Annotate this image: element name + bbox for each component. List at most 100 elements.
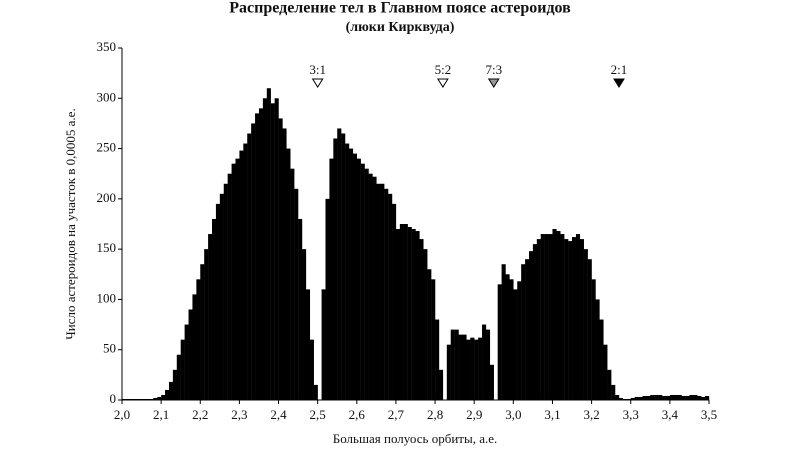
bar <box>669 394 674 400</box>
bar <box>572 237 577 400</box>
bar <box>411 229 416 400</box>
bar <box>258 108 264 400</box>
x-tick-label: 2,9 <box>466 407 482 422</box>
bar <box>239 150 244 400</box>
bar <box>255 113 260 400</box>
bar <box>599 319 604 400</box>
bar <box>681 395 686 400</box>
bar <box>231 163 236 400</box>
bar <box>157 396 162 400</box>
bar <box>372 176 377 400</box>
bar <box>192 294 197 400</box>
bar <box>575 234 581 400</box>
x-tick-label: 2,7 <box>388 407 405 422</box>
bar <box>380 183 385 400</box>
bar <box>204 249 209 400</box>
bar <box>446 344 451 400</box>
bar <box>697 395 702 400</box>
bar <box>407 227 412 400</box>
bar <box>466 339 471 400</box>
bar <box>215 203 221 400</box>
bar <box>595 299 600 400</box>
bar <box>544 234 549 400</box>
bar <box>462 334 467 400</box>
bar <box>188 309 193 400</box>
bar <box>607 369 612 400</box>
x-tick-label: 2,2 <box>192 407 208 422</box>
bar <box>337 128 342 400</box>
bar <box>505 274 510 400</box>
bar <box>415 231 420 400</box>
bar <box>395 229 401 400</box>
bar <box>251 123 256 400</box>
bar <box>247 133 252 400</box>
resonance-marker <box>613 78 625 88</box>
bar <box>125 398 131 400</box>
bar <box>665 395 671 400</box>
bar <box>650 394 655 400</box>
bar <box>474 339 479 400</box>
bar <box>235 158 240 400</box>
chart-title: Распределение тел в Главном поясе астеро… <box>229 0 571 17</box>
bar <box>227 173 232 400</box>
bar <box>689 394 694 400</box>
bar <box>341 133 346 400</box>
bar <box>513 289 518 400</box>
bar <box>626 398 631 400</box>
bar <box>454 329 459 400</box>
resonance-marker <box>436 78 449 88</box>
y-tick-label: 350 <box>97 39 117 54</box>
bar <box>137 398 142 400</box>
bar <box>419 239 424 400</box>
x-tick-label: 2,0 <box>114 407 130 422</box>
x-tick-label: 3,2 <box>583 407 599 422</box>
bar <box>634 396 639 400</box>
bar <box>673 394 678 400</box>
bar <box>579 239 584 400</box>
bar <box>376 183 381 400</box>
resonance-marker <box>487 78 500 88</box>
bar <box>282 128 287 400</box>
bar <box>611 384 616 400</box>
y-tick-label: 150 <box>97 240 117 255</box>
bar <box>294 188 299 400</box>
bar <box>603 344 608 400</box>
bar <box>556 231 561 400</box>
y-tick-label: 250 <box>97 140 117 155</box>
bar <box>497 284 502 400</box>
bar <box>348 148 354 400</box>
bar <box>548 234 553 400</box>
bar <box>196 279 201 400</box>
bar <box>591 279 596 400</box>
bar <box>145 398 150 400</box>
bar <box>560 234 565 400</box>
bar <box>122 398 127 400</box>
resonance-label: 5:2 <box>435 62 452 77</box>
bar <box>329 158 334 400</box>
bar <box>587 259 592 400</box>
bar <box>266 88 271 400</box>
bar <box>646 395 651 400</box>
bar <box>427 269 432 400</box>
chart-subtitle: (люки Кирквуда) <box>346 20 455 35</box>
bar <box>470 337 475 400</box>
bar <box>180 339 185 400</box>
bar <box>368 173 373 400</box>
bar <box>458 334 463 400</box>
bar <box>286 148 291 400</box>
bar <box>450 329 455 400</box>
resonance-label: 7:3 <box>485 62 502 77</box>
bar <box>489 364 494 400</box>
bar <box>536 239 541 400</box>
bar <box>540 234 545 400</box>
y-tick-label: 200 <box>97 190 117 205</box>
bar <box>200 264 205 400</box>
x-tick-label: 2,3 <box>231 407 247 422</box>
bar <box>153 397 158 400</box>
bar <box>133 398 138 400</box>
resonance-label: 3:1 <box>309 62 326 77</box>
x-tick-label: 3,5 <box>701 407 717 422</box>
bar <box>274 98 279 401</box>
bar <box>478 337 483 400</box>
bar <box>568 241 573 400</box>
